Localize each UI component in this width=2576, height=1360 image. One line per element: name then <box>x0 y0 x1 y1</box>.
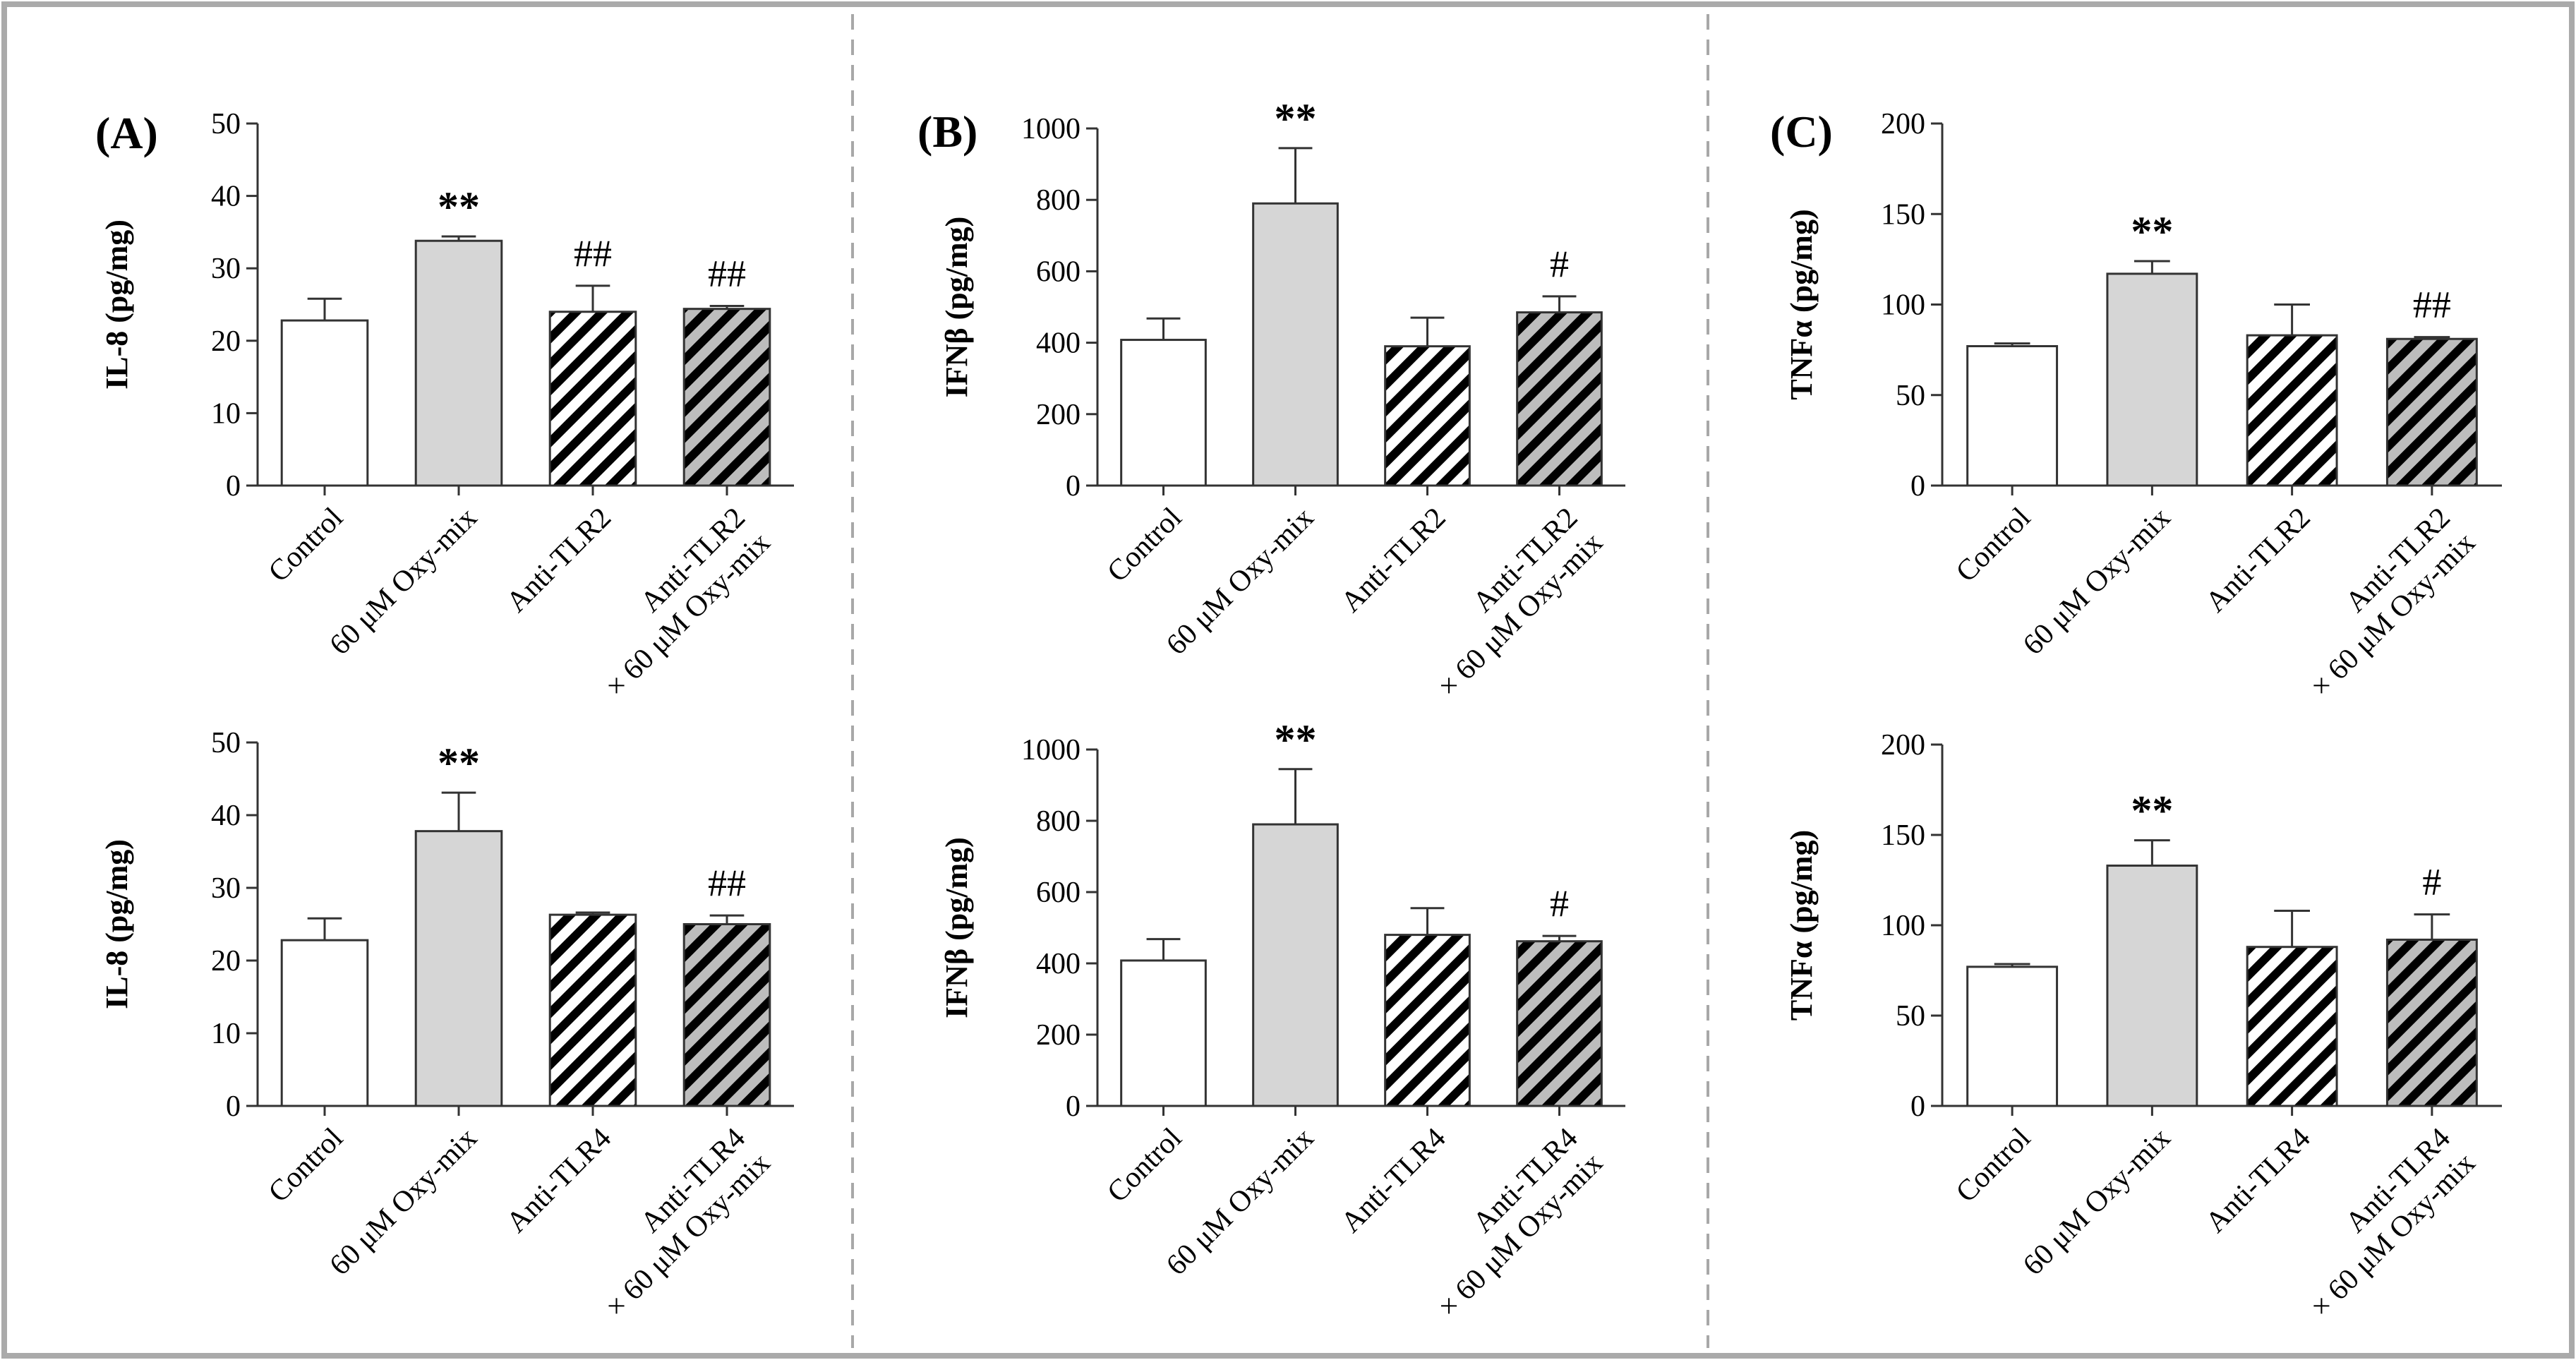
y-tick-label: 400 <box>1036 327 1081 360</box>
y-tick-label: 50 <box>1896 1000 1925 1033</box>
y-tick-label: 30 <box>211 872 241 905</box>
significance-hash: ## <box>708 862 746 904</box>
y-tick-label: 200 <box>1881 729 1925 762</box>
bar <box>1120 959 1207 1107</box>
y-tick-label: 0 <box>226 470 241 503</box>
y-tick-label: 600 <box>1036 877 1081 909</box>
significance-star: ** <box>2131 208 2173 255</box>
y-tick-label: 0 <box>1910 470 1925 503</box>
bar <box>1516 940 1603 1107</box>
y-axis-title: IFNβ (pg/mg) <box>939 217 974 398</box>
bar <box>280 939 369 1107</box>
bar <box>1384 345 1471 487</box>
y-tick-label: 50 <box>211 727 241 759</box>
y-tick-label: 40 <box>211 800 241 832</box>
y-tick-label: 50 <box>1896 380 1925 412</box>
y-tick-label: 200 <box>1881 108 1925 140</box>
bar <box>682 308 771 487</box>
significance-hash: ## <box>2413 284 2451 326</box>
y-axis-title: IFNβ (pg/mg) <box>939 837 974 1018</box>
bar <box>1384 934 1471 1107</box>
bar <box>1966 965 2059 1107</box>
y-tick-label: 1000 <box>1021 734 1081 766</box>
y-tick-label: 50 <box>211 108 241 140</box>
significance-hash: # <box>1550 243 1569 285</box>
panel-label-a: (A) <box>95 108 158 158</box>
bar <box>1516 311 1603 487</box>
y-tick-label: 150 <box>1881 198 1925 231</box>
significance-star: ** <box>2131 788 2173 834</box>
bar <box>1252 202 1339 487</box>
bar <box>2106 272 2198 487</box>
bar <box>548 913 637 1107</box>
y-axis-title: TNFα (pg/mg) <box>1784 209 1819 399</box>
significance-hash: ## <box>574 232 612 275</box>
y-tick-label: 10 <box>211 397 241 430</box>
significance-hash: # <box>2422 861 2441 903</box>
bar <box>2106 865 2198 1107</box>
bar <box>1966 344 2059 487</box>
y-tick-label: 200 <box>1036 1019 1081 1052</box>
bar <box>2246 946 2338 1107</box>
y-tick-label: 20 <box>211 945 241 977</box>
y-tick-label: 400 <box>1036 948 1081 980</box>
y-tick-label: 10 <box>211 1018 241 1050</box>
bar <box>2385 938 2478 1107</box>
y-tick-label: 100 <box>1881 289 1925 322</box>
bar <box>280 319 369 487</box>
y-axis-title: TNFα (pg/mg) <box>1784 830 1819 1021</box>
y-tick-label: 0 <box>226 1090 241 1123</box>
bar <box>2385 337 2478 487</box>
y-tick-label: 30 <box>211 253 241 285</box>
bar <box>414 239 503 487</box>
y-tick-label: 800 <box>1036 805 1081 838</box>
bar <box>548 311 637 487</box>
y-axis-title: IL-8 (pg/mg) <box>100 839 134 1009</box>
panel-label-b: (B) <box>917 107 977 157</box>
y-tick-label: 800 <box>1036 184 1081 217</box>
y-tick-label: 100 <box>1881 910 1925 942</box>
bar <box>2246 334 2338 487</box>
y-tick-label: 20 <box>211 325 241 358</box>
y-tick-label: 200 <box>1036 399 1081 431</box>
bar <box>1252 823 1339 1107</box>
significance-hash: ## <box>708 253 746 295</box>
y-tick-label: 600 <box>1036 255 1081 288</box>
panel-label-c: (C) <box>1770 107 1833 157</box>
significance-star: ** <box>438 183 480 230</box>
y-tick-label: 0 <box>1910 1090 1925 1123</box>
bar <box>1120 339 1207 487</box>
bar <box>414 830 503 1107</box>
y-tick-label: 0 <box>1066 1090 1081 1123</box>
significance-hash: # <box>1550 882 1569 925</box>
significance-star: ** <box>1275 716 1317 763</box>
y-tick-label: 150 <box>1881 819 1925 852</box>
significance-star: ** <box>1275 95 1317 142</box>
significance-star: ** <box>438 740 480 786</box>
y-axis-title: IL-8 (pg/mg) <box>100 219 134 390</box>
bar <box>682 923 771 1107</box>
y-tick-label: 1000 <box>1021 113 1081 145</box>
y-tick-label: 0 <box>1066 470 1081 503</box>
y-tick-label: 40 <box>211 181 241 213</box>
